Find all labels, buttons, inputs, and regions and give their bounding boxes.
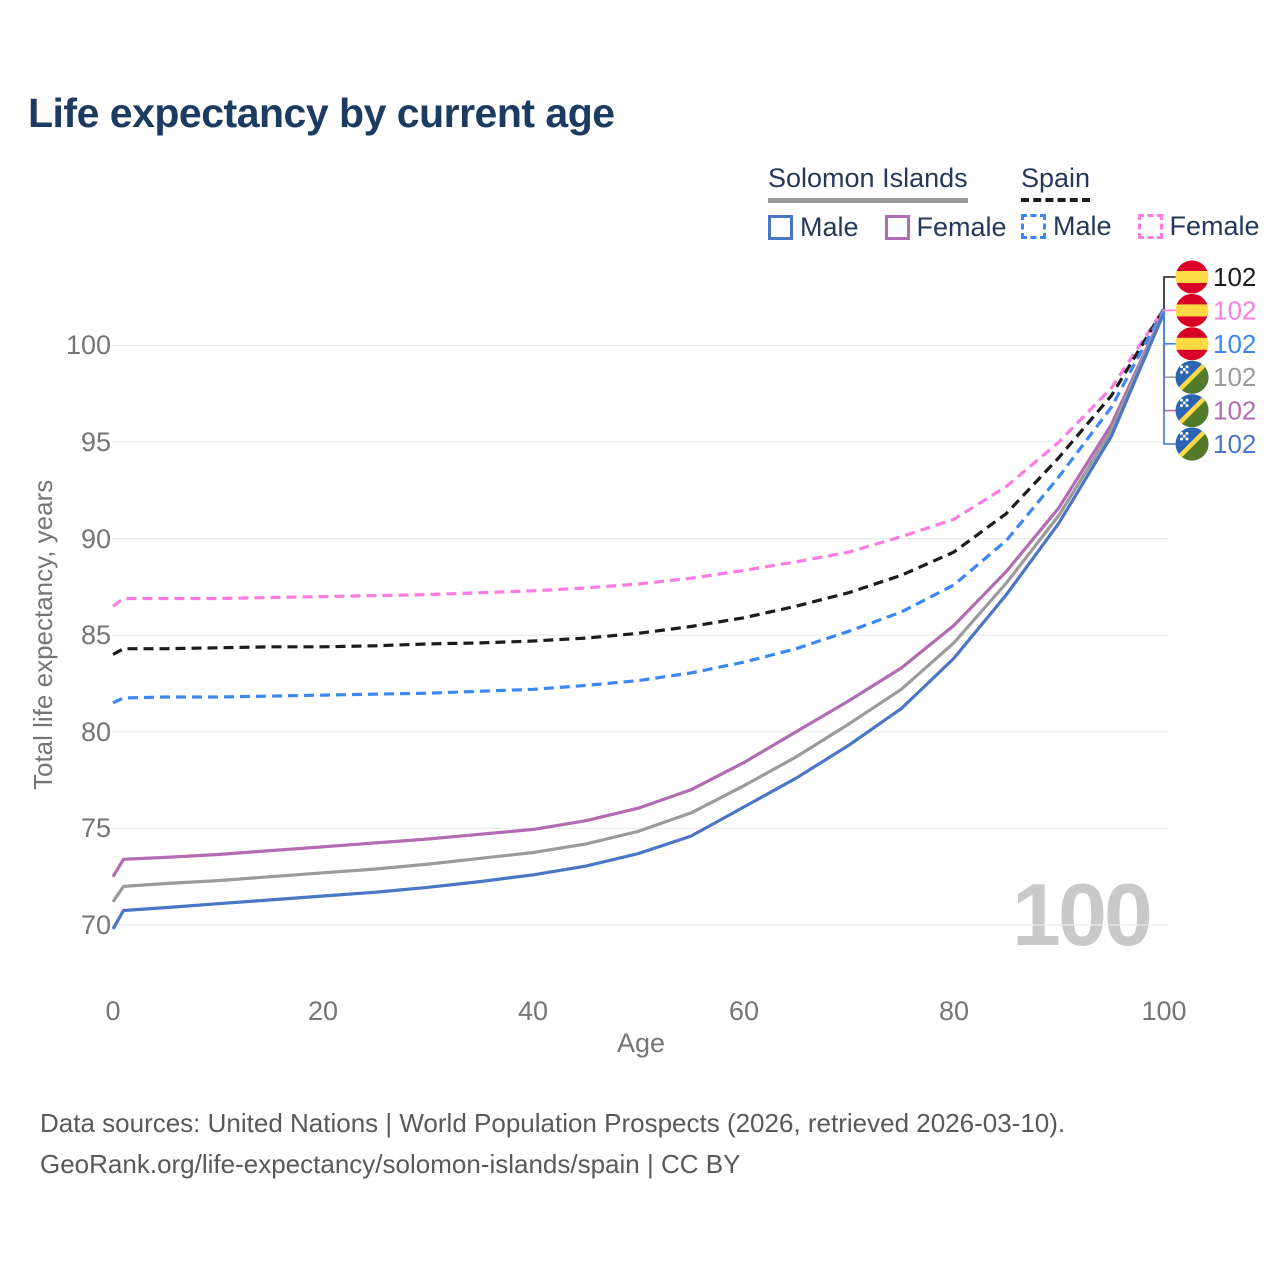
y-tick-label: 70	[80, 910, 111, 940]
y-tick-label: 85	[80, 620, 111, 650]
legend-item-label: Male	[1053, 211, 1112, 241]
callout-connector	[1163, 312, 1176, 445]
legend-item-solomon-female[interactable]: Female	[884, 212, 1007, 243]
solomon-islands-flag-icon	[1175, 360, 1209, 394]
solid-line-swatch-icon	[884, 215, 910, 240]
footer-attribution: GeoRank.org/life-expectancy/solomon-isla…	[40, 1149, 741, 1179]
callout-connector	[1163, 308, 1176, 312]
series-line-solomon-islands-both-sexes[interactable]	[111, 309, 1166, 903]
solid-line-swatch-icon	[768, 215, 793, 240]
y-tick-label: 90	[80, 524, 111, 554]
x-axis-title: Age	[616, 1028, 666, 1058]
x-tick-label: 80	[938, 996, 970, 1026]
legend-country-solomon-islands: Solomon Islands	[768, 163, 968, 203]
solomon-islands-flag-icon	[1175, 427, 1209, 461]
series-line-spain-both-sexes[interactable]	[112, 307, 1166, 656]
x-tick-label: 100	[1141, 996, 1187, 1026]
spain-flag-icon	[1175, 327, 1209, 361]
y-tick-label: 95	[80, 427, 111, 457]
end-value-label: 102	[1213, 429, 1256, 459]
y-tick-label: 100	[65, 330, 111, 360]
series-line-spain-male[interactable]	[112, 307, 1166, 705]
callout-connector	[1163, 276, 1176, 309]
legend-item-solomon-male[interactable]: Male	[768, 212, 859, 243]
y-tick-label: 75	[80, 813, 111, 843]
end-value-label: 102	[1213, 295, 1256, 325]
legend-item-spain-male[interactable]: Male	[1021, 211, 1112, 242]
y-tick-label: 80	[80, 717, 111, 747]
dashed-line-swatch-icon	[1021, 214, 1046, 239]
legend-country-spain: Spain	[1021, 163, 1091, 202]
series-line-solomon-islands-female[interactable]	[111, 309, 1166, 878]
dashed-line-swatch-icon	[1137, 214, 1163, 239]
end-value-label: 102	[1213, 329, 1256, 359]
end-value-label: 102	[1213, 262, 1256, 292]
end-value-label: 102	[1213, 362, 1256, 392]
callout-connector	[1163, 308, 1176, 345]
page-title: Life expectancy by current age	[28, 90, 615, 136]
legend-group-spain: Spain Male Female	[1021, 163, 1260, 242]
solomon-islands-flag-icon	[1175, 394, 1209, 428]
legend-item-label: Female	[916, 212, 1007, 242]
x-tick-label: 20	[307, 996, 339, 1026]
footer-data-sources: Data sources: United Nations | World Pop…	[40, 1108, 1066, 1138]
legend-item-spain-female[interactable]: Female	[1137, 211, 1260, 242]
legend-item-label: Female	[1169, 211, 1260, 241]
legend-group-solomon-islands: Solomon Islands Male Female	[768, 163, 1007, 243]
x-tick-label: 40	[517, 996, 549, 1026]
spain-flag-icon	[1175, 260, 1209, 294]
series-line-solomon-islands-male[interactable]	[111, 311, 1166, 930]
series-line-spain-female[interactable]	[112, 307, 1166, 608]
x-tick-label: 60	[728, 996, 760, 1026]
watermark-age-value: 100	[1012, 865, 1153, 964]
end-value-label: 102	[1213, 396, 1256, 426]
legend-item-label: Male	[800, 212, 859, 242]
x-tick-label: 0	[105, 996, 121, 1026]
spain-flag-icon	[1175, 293, 1209, 327]
callout-connector	[1163, 310, 1176, 412]
